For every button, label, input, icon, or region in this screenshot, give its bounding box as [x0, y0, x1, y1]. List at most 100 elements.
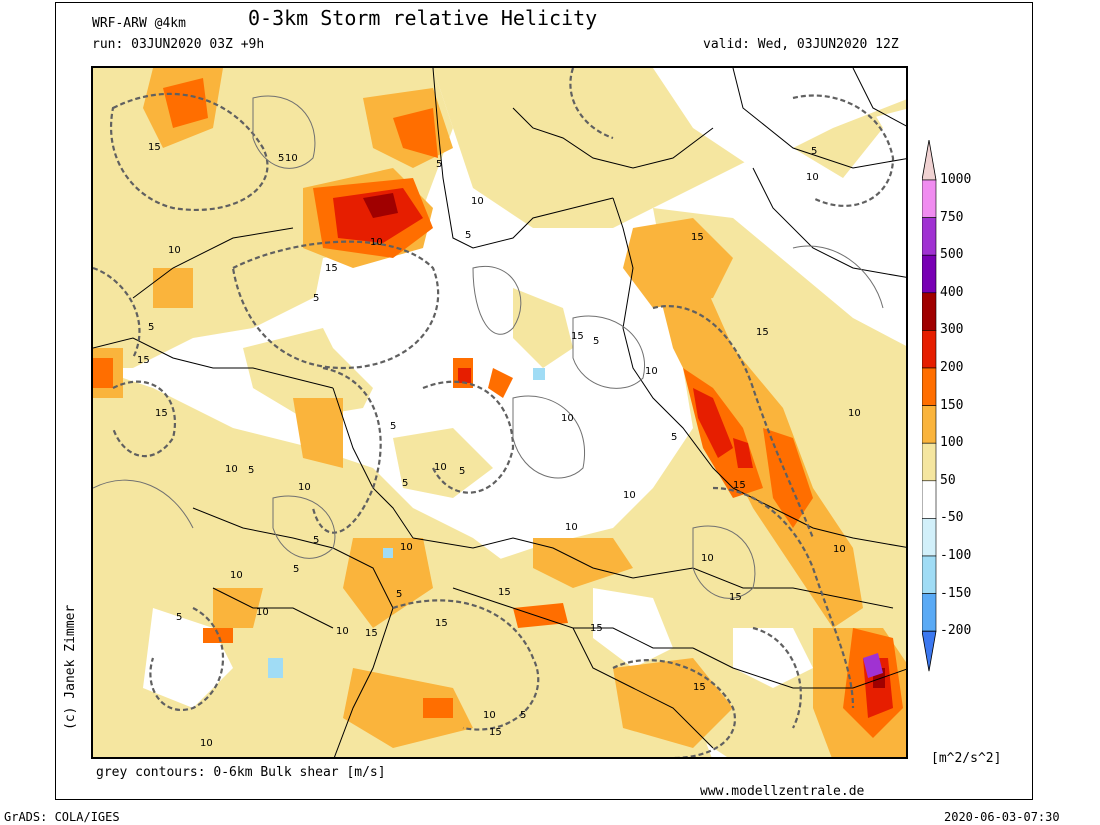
legend-label: 100 [940, 435, 964, 451]
contour-label: 5 [811, 146, 817, 157]
contour-label: 10 [471, 196, 484, 207]
contour-label: 5 [396, 589, 402, 600]
grads-label: GrADS: COLA/IGES [4, 810, 120, 824]
legend-unit: [m^2/s^2] [931, 751, 1002, 766]
helicity-500-areas [863, 653, 883, 678]
contour-label: 10 [701, 553, 714, 564]
legend-label: -150 [940, 585, 972, 601]
contour-label: 5 [278, 153, 284, 164]
run-label: run: 03JUN2020 03Z +9h [92, 37, 265, 52]
legend-label: 1000 [940, 172, 972, 187]
contour-label: 5 [465, 230, 471, 241]
contour-label: 15 [590, 623, 603, 634]
timestamp-label: 2020-06-03-07:30 [944, 810, 1060, 824]
helicity-neutral-areas [143, 68, 906, 708]
legend-swatch [922, 179, 937, 218]
contour-label: 10 [336, 626, 349, 637]
contour-label: 5 [248, 465, 254, 476]
legend-colorbar [922, 140, 937, 672]
contour-label: 10 [645, 366, 658, 377]
legend-label: -50 [940, 510, 964, 526]
contour-label: 15 [756, 327, 769, 338]
contour-label: 15 [365, 628, 378, 639]
contour-label: 10 [230, 570, 243, 581]
legend-swatch [922, 480, 937, 519]
contour-label: 5 [293, 564, 299, 575]
contour-label: 5 [313, 535, 319, 546]
contour-label: 5 [593, 336, 599, 347]
contour-label: 15 [571, 331, 584, 342]
contour-label: 10 [285, 153, 298, 164]
contour-label: 5 [176, 612, 182, 623]
contour-label: 10 [806, 172, 819, 183]
legend-swatch [922, 518, 937, 557]
contour-label: 10 [565, 522, 578, 533]
contour-label: 15 [155, 408, 168, 419]
contours-note: grey contours: 0-6km Bulk shear [m/s] [96, 765, 386, 780]
contour-label: 15 [733, 480, 746, 491]
helicity-negative-areas [268, 368, 545, 678]
contour-label: 10 [833, 544, 846, 555]
legend-swatch [922, 593, 937, 632]
contour-label: 15 [435, 618, 448, 629]
legend-label: 400 [940, 284, 964, 300]
contour-label: 10 [200, 738, 213, 749]
contour-label: 5 [313, 293, 319, 304]
contour-label: 5 [402, 478, 408, 489]
contour-label: 15 [498, 587, 511, 598]
contour-label: 10 [400, 542, 413, 553]
valid-label: valid: Wed, 03JUN2020 12Z [703, 37, 899, 52]
contour-label: 15 [693, 682, 706, 693]
legend-label: 50 [940, 472, 956, 488]
legend-swatch [922, 217, 937, 256]
legend-swatch [922, 254, 937, 294]
color-legend: 1000 750 500 400 300 200 150 100 50 -50 -100 -150 -2… [922, 140, 1042, 680]
contour-label: 10 [225, 464, 238, 475]
legend-label: 300 [940, 322, 964, 338]
contour-label: 5 [520, 710, 526, 721]
plot-frame [55, 2, 1033, 800]
legend-swatch [922, 330, 937, 369]
legend-label: 750 [940, 209, 964, 225]
contour-label: 10 [168, 245, 181, 256]
country-borders [93, 68, 906, 757]
contour-label: 15 [325, 263, 338, 274]
contour-label: 15 [691, 232, 704, 243]
legend-label: 200 [940, 360, 964, 375]
contour-label: 10 [848, 408, 861, 419]
helicity-map: 15 5 10 5 10 10 10 15 5 15 5 10 5 5 15 5… [91, 66, 908, 759]
contour-label: 15 [489, 727, 502, 738]
contour-label: 5 [671, 432, 677, 443]
legend-label: -200 [940, 623, 972, 639]
legend-swatch [922, 555, 937, 594]
contour-label: 5 [148, 322, 154, 333]
contour-label: 5 [436, 159, 442, 170]
bulk-shear-contours [93, 68, 895, 757]
contour-label: 10 [561, 413, 574, 424]
copyright-label: (c) Janek Zimmer [63, 604, 78, 730]
contour-label: 5 [390, 421, 396, 432]
map-title: 0-3km Storm relative Helicity [248, 6, 598, 30]
legend-bottom-arrow [922, 630, 937, 672]
legend-swatch [922, 405, 937, 444]
legend-top-arrow [922, 140, 937, 181]
legend-swatch [922, 367, 937, 406]
contour-label: 10 [623, 490, 636, 501]
contour-label: 10 [483, 710, 496, 721]
legend-label: 500 [940, 247, 964, 263]
legend-swatch [922, 442, 937, 482]
map-field-svg: 15 5 10 5 10 10 10 15 5 15 5 10 5 5 15 5… [93, 68, 906, 757]
contour-label-group: 15 5 10 5 10 10 10 15 5 15 5 10 5 5 15 5… [137, 142, 861, 749]
thin-contours [93, 95, 884, 599]
website-label: www.modellzentrale.de [700, 784, 865, 799]
contour-label: 10 [298, 482, 311, 493]
contour-label: 10 [370, 237, 383, 248]
contour-label: 15 [729, 592, 742, 603]
legend-label: -100 [940, 548, 972, 563]
legend-label: 150 [940, 397, 964, 413]
contour-label: 10 [434, 462, 447, 473]
model-label: WRF-ARW @4km [92, 16, 186, 31]
contour-label: 10 [256, 607, 269, 618]
contour-label: 15 [137, 355, 150, 366]
contour-label: 15 [148, 142, 161, 153]
